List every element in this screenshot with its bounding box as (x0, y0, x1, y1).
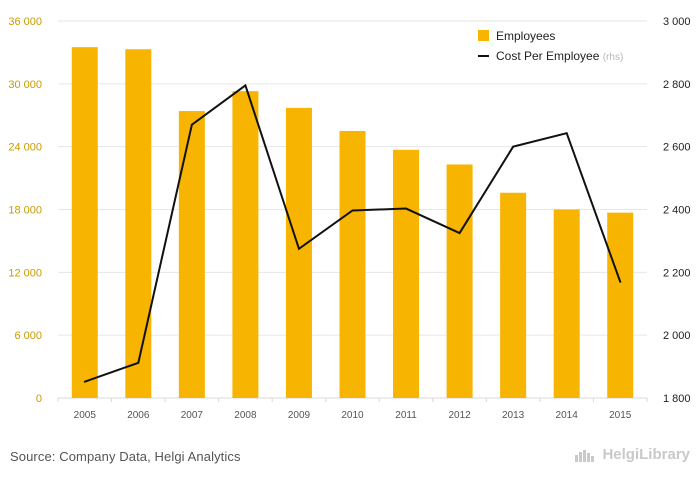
employees-bar (125, 49, 151, 398)
employees-bar (500, 193, 526, 398)
right-axis-tick-label: 3 000 (663, 16, 691, 28)
right-axis-tick-label: 2 800 (663, 79, 691, 91)
right-axis-tick-label: 2 400 (663, 205, 691, 217)
legend-rhs-suffix: (rhs) (603, 52, 624, 63)
right-axis-tick-label: 2 000 (663, 330, 691, 342)
left-axis-tick-label: 0 (36, 393, 42, 405)
left-axis-tick-label: 24 000 (8, 142, 42, 154)
x-axis-tick-label: 2013 (502, 410, 525, 421)
x-axis-tick-label: 2009 (288, 410, 311, 421)
x-axis-tick-label: 2012 (448, 410, 471, 421)
employees-bar (340, 131, 366, 398)
x-axis-tick-label: 2006 (127, 410, 150, 421)
legend-employees-label: Employees (496, 29, 555, 43)
helgi-library-brand: HelgiLibrary (574, 446, 690, 463)
x-axis-tick-label: 2007 (181, 410, 204, 421)
left-axis-tick-label: 30 000 (8, 79, 42, 91)
right-axis-tick-label: 2 600 (663, 142, 691, 154)
employees-bar (286, 108, 312, 398)
employees-bar (447, 164, 473, 398)
x-axis-tick-label: 2010 (341, 410, 364, 421)
employees-bar (554, 210, 580, 399)
employees-bar (72, 47, 98, 398)
x-axis-tick-label: 2014 (556, 410, 579, 421)
employees-bar (393, 150, 419, 398)
employees-bar (607, 213, 633, 398)
helgi-logo-icon (574, 447, 596, 463)
source-caption: Source: Company Data, Helgi Analytics (10, 449, 241, 464)
employees-bar (232, 91, 258, 398)
x-axis-tick-label: 2015 (609, 410, 632, 421)
brand-text: HelgiLibrary (602, 446, 690, 463)
left-axis-tick-label: 6 000 (14, 330, 42, 342)
x-axis-tick-label: 2011 (395, 410, 417, 421)
x-axis-tick-label: 2008 (234, 410, 257, 421)
right-axis-tick-label: 1 800 (663, 393, 691, 405)
x-axis-tick-label: 2005 (74, 410, 97, 421)
left-axis-tick-label: 12 000 (8, 267, 42, 279)
employees-bar (179, 111, 205, 398)
left-axis-tick-label: 18 000 (8, 205, 42, 217)
legend-employees-swatch (478, 30, 489, 41)
legend-cost-per-employee-label: Cost Per Employee (rhs) (496, 49, 623, 63)
left-axis-tick-label: 36 000 (8, 16, 42, 28)
right-axis-tick-label: 2 200 (663, 267, 691, 279)
